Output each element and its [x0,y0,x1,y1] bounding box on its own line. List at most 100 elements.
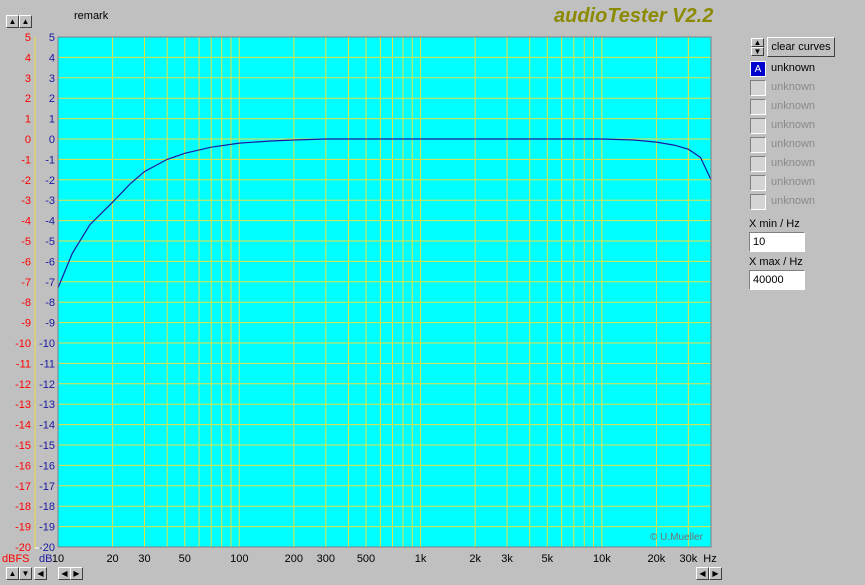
dbfs-tick-label: -10 [15,338,31,350]
dbfs-tick-label: 2 [25,93,31,105]
x-tick-label: 20 [106,553,118,565]
curve-checkbox-7[interactable] [750,194,766,210]
dbfs-tick-label: -1 [21,154,31,166]
x-tick-label: 2k [469,553,481,565]
db-tick-label: -16 [39,460,55,472]
curve-checkbox-5[interactable] [750,156,766,172]
curve-spin-up[interactable]: ▲ [751,38,764,47]
db-tick-label: -8 [45,297,55,309]
dbfs-tick-label: -4 [21,216,31,228]
db-tick-label: -7 [45,277,55,289]
curve-label-5: unknown [771,157,816,169]
curve-label-4: unknown [771,138,816,150]
dbfs-tick-label: -8 [21,297,31,309]
curve-spin-down[interactable]: ▼ [751,47,764,56]
dbfs-tick-label: -20 [15,542,31,554]
db-tick-label: -19 [39,522,55,534]
app-title: audioTester V2.2 [554,5,714,27]
bottom-spin-up[interactable]: ▲ [6,567,19,580]
xmin-input[interactable] [749,232,805,252]
curve-checkbox-3[interactable] [750,118,766,134]
clear-curves-button[interactable]: clear curves [767,37,835,57]
curve-label-0: unknown [771,62,816,74]
remark-spin-up[interactable]: ▲ [6,15,19,28]
db-tick-label: -2 [45,175,55,187]
x-tick-label: 300 [317,553,335,565]
curve-checkbox-1[interactable] [750,80,766,96]
dbfs-tick-label: -17 [15,481,31,493]
x-tick-label: 20k [648,553,666,565]
curve-label-6: unknown [771,176,816,188]
db-tick-label: -6 [45,256,55,268]
curve-checkbox-0[interactable]: A [750,61,766,77]
dbfs-tick-label: -9 [21,318,31,330]
dbfs-tick-label: -3 [21,195,31,207]
db-tick-label: 5 [49,32,55,44]
plot-border [57,36,712,548]
dbfs-tick-label: -7 [21,277,31,289]
db-tick-label: -9 [45,318,55,330]
curve-label-2: unknown [771,100,816,112]
scroll-right-arrow-3[interactable]: ◀ [696,567,709,580]
x-tick-label: 30 [138,553,150,565]
dbfs-tick-label: -11 [16,358,31,370]
db-tick-label: 1 [49,114,55,126]
dbfs-tick-label: -16 [15,460,31,472]
db-tick-label: -15 [39,440,55,452]
db-tick-label: -1 [45,154,55,166]
db-tick-label: -5 [45,236,55,248]
scroll-left-arrow[interactable]: ◀ [34,567,47,580]
curve-checkbox-2[interactable] [750,99,766,115]
scroll-right-arrow-4[interactable]: ▶ [709,567,722,580]
dbfs-tick-label: 1 [25,114,31,126]
x-tick-label: 3k [501,553,513,565]
dbfs-tick-label: -5 [21,236,31,248]
plot-area [58,37,711,547]
db-tick-label: -20 [39,542,55,554]
remark-spin-up2[interactable]: ▲ [19,15,32,28]
series-line-0 [57,138,712,289]
x-tick-label: 100 [230,553,248,565]
x-tick-label: 30k [679,553,697,565]
db-tick-label: 2 [49,93,55,105]
x-tick-label: 500 [357,553,375,565]
db-tick-label: -18 [39,501,55,513]
dbfs-tick-label: -14 [15,420,31,432]
dbfs-tick-label: -13 [15,399,31,411]
dbfs-tick-label: -6 [21,256,31,268]
db-tick-label: 3 [49,73,55,85]
x-tick-label: 10k [593,553,611,565]
db-tick-label: -14 [39,420,55,432]
scroll-right-arrow[interactable]: ▶ [70,567,83,580]
db-tick-label: -3 [45,195,55,207]
remark-label: remark [74,10,109,22]
dbfs-tick-label: -19 [15,522,31,534]
dbfs-tick-label: -15 [15,440,31,452]
db-tick-label: -17 [39,481,55,493]
dbfs-tick-label: 4 [25,52,31,64]
xmin-label: X min / Hz [749,218,800,230]
db-tick-label: 4 [49,52,55,64]
dbfs-tick-label: 3 [25,73,31,85]
bottom-spin-down[interactable]: ▼ [19,567,32,580]
db-tick-label: 0 [49,134,55,146]
watermark: © U.Mueller [650,532,703,543]
curve-label-3: unknown [771,119,816,131]
x-tick-label: 10 [52,553,64,565]
x-tick-label: 200 [285,553,303,565]
db-tick-label: -12 [39,379,55,391]
x-tick-label: 1k [415,553,427,565]
curve-label-7: unknown [771,195,816,207]
x-tick-label: 5k [541,553,553,565]
xmax-input[interactable] [749,270,805,290]
db-tick-label: -10 [39,338,55,350]
x-tick-label: 50 [179,553,191,565]
y-left-unit-label: dBFS [2,553,30,565]
curve-checkbox-6[interactable] [750,175,766,191]
dbfs-tick-label: -12 [15,379,31,391]
curve-checkbox-4[interactable] [750,137,766,153]
db-tick-label: -13 [39,399,55,411]
xmax-label: X max / Hz [749,256,803,268]
db-tick-label: -11 [40,358,55,370]
